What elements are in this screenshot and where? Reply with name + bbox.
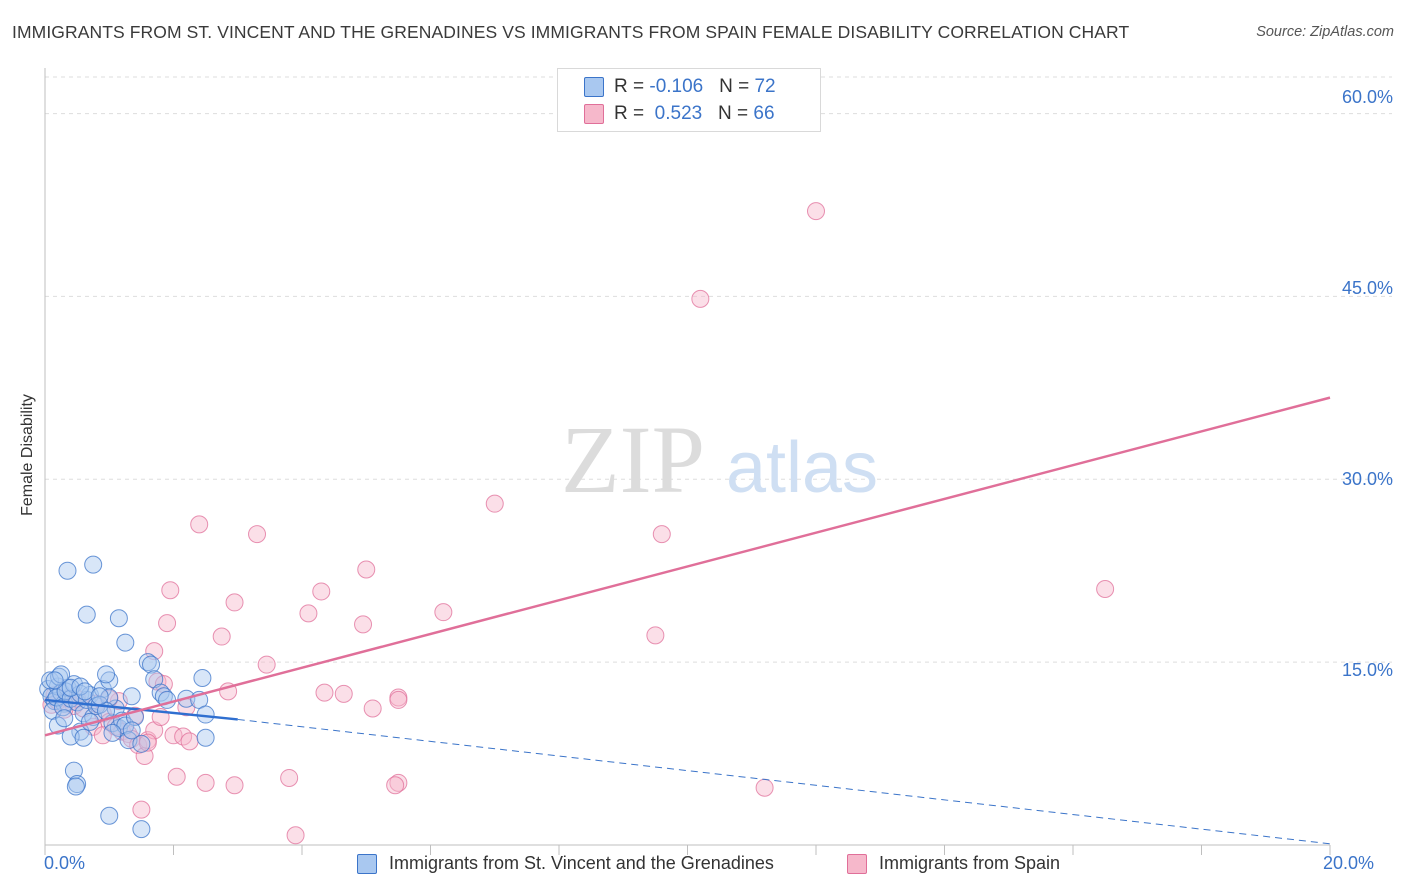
data-point bbox=[142, 655, 161, 674]
data-point bbox=[389, 690, 408, 709]
bottom-legend-label-stvincent: Immigrants from St. Vincent and the Gren… bbox=[389, 853, 774, 873]
data-point bbox=[43, 701, 62, 720]
data-point bbox=[64, 761, 83, 780]
data-point bbox=[61, 678, 80, 697]
y-tick-label: 30.0% bbox=[1341, 469, 1393, 489]
data-point bbox=[315, 683, 334, 702]
data-point bbox=[299, 604, 318, 623]
legend-text-spain: R = 0.523 N = 66 bbox=[614, 103, 775, 124]
data-point bbox=[145, 642, 164, 661]
data-point bbox=[196, 728, 215, 747]
y-tick-label: 15.0% bbox=[1341, 660, 1393, 680]
chart-title: IMMIGRANTS FROM ST. VINCENT AND THE GREN… bbox=[12, 22, 1130, 42]
data-point bbox=[386, 776, 405, 795]
data-point bbox=[646, 626, 665, 645]
bottom-legend-swatch-stvincent bbox=[357, 854, 377, 874]
data-point bbox=[485, 494, 504, 513]
data-point bbox=[122, 721, 141, 740]
legend-swatch-spain bbox=[584, 104, 604, 124]
legend-text-stvincent: R = -0.106 N = 72 bbox=[614, 76, 776, 97]
data-point bbox=[212, 627, 231, 646]
data-point bbox=[196, 773, 215, 792]
data-point bbox=[103, 723, 122, 742]
data-point bbox=[74, 728, 93, 747]
data-point bbox=[84, 555, 103, 574]
data-point bbox=[66, 777, 85, 796]
data-point bbox=[132, 734, 151, 753]
data-point bbox=[1096, 580, 1115, 598]
trend-line-stvincent-extension bbox=[237, 718, 1331, 845]
data-point bbox=[180, 732, 199, 751]
bottom-legend-swatch-spain bbox=[847, 854, 867, 874]
data-point bbox=[357, 560, 376, 579]
data-point bbox=[77, 605, 96, 624]
watermark-atlas: atlas bbox=[726, 428, 878, 508]
series-spain-points bbox=[42, 202, 1115, 845]
data-point bbox=[132, 820, 151, 839]
data-point bbox=[55, 709, 74, 728]
stats-legend: R = -0.106 N = 72 R = 0.523 N = 66 bbox=[557, 68, 821, 132]
data-point bbox=[75, 682, 94, 701]
legend-swatch-stvincent bbox=[584, 77, 604, 97]
data-point bbox=[334, 684, 353, 703]
data-point bbox=[100, 806, 119, 825]
data-point bbox=[434, 603, 453, 622]
data-point bbox=[45, 671, 64, 690]
data-point bbox=[151, 683, 170, 702]
watermark: ZIP atlas bbox=[561, 406, 878, 513]
watermark-zip: ZIP bbox=[561, 406, 705, 513]
data-point bbox=[109, 609, 128, 628]
data-point bbox=[193, 668, 212, 687]
data-point bbox=[280, 768, 299, 787]
data-point bbox=[286, 826, 305, 845]
x-tick-label: 0.0% bbox=[44, 853, 86, 873]
data-point bbox=[363, 699, 382, 718]
data-point bbox=[90, 687, 109, 706]
gridlines bbox=[45, 76, 1392, 663]
data-point bbox=[248, 525, 267, 544]
data-point bbox=[755, 778, 774, 797]
data-point bbox=[167, 767, 186, 786]
data-point bbox=[312, 582, 331, 601]
source-label: Source: ZipAtlas.com bbox=[1256, 24, 1394, 40]
trend-line-spain bbox=[44, 396, 1331, 737]
y-tick-label: 45.0% bbox=[1341, 278, 1393, 298]
data-point bbox=[225, 776, 244, 795]
data-point bbox=[354, 615, 373, 634]
data-point bbox=[164, 726, 183, 745]
data-point bbox=[389, 773, 408, 792]
data-point bbox=[652, 525, 671, 544]
data-point bbox=[97, 665, 116, 684]
data-point bbox=[122, 687, 141, 706]
data-point bbox=[132, 800, 151, 819]
bottom-legend-label-spain: Immigrants from Spain bbox=[879, 853, 1061, 873]
data-point bbox=[138, 733, 157, 752]
series-stvincent-points bbox=[39, 555, 215, 839]
data-point bbox=[691, 289, 710, 308]
data-point bbox=[116, 633, 135, 652]
data-point bbox=[158, 614, 177, 633]
x-tick-label: 20.0% bbox=[1323, 853, 1375, 873]
data-point bbox=[807, 202, 825, 221]
data-point bbox=[225, 593, 244, 612]
data-point bbox=[257, 655, 276, 674]
data-point bbox=[190, 515, 209, 534]
data-point bbox=[41, 671, 60, 690]
data-point bbox=[138, 653, 157, 672]
trend-lines bbox=[44, 396, 1331, 845]
data-point bbox=[58, 561, 77, 580]
data-point bbox=[161, 581, 180, 600]
y-tick-label: 60.0% bbox=[1341, 87, 1393, 107]
